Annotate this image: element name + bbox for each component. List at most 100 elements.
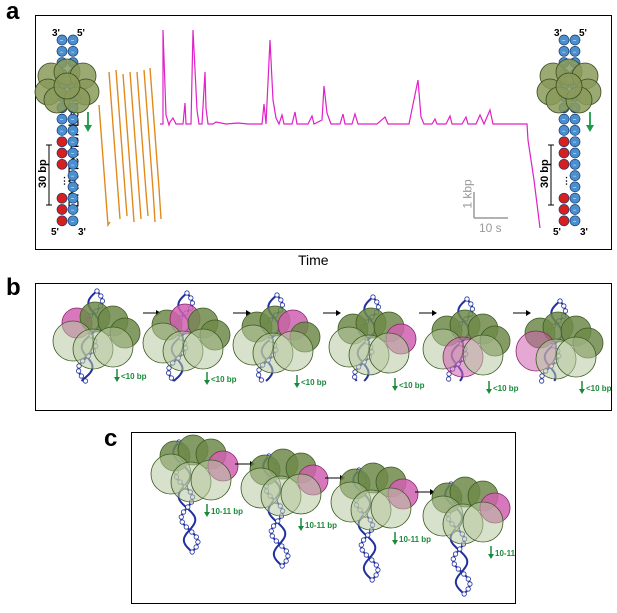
- red-base-bead: [56, 136, 68, 148]
- step-arrowhead: [432, 310, 437, 316]
- dna-base-bead: [375, 567, 381, 573]
- dna-base-bead: [539, 378, 545, 384]
- dna-base-bead: [184, 290, 190, 296]
- green-motor-subunit: [555, 336, 597, 378]
- dna-base-bead: [455, 566, 461, 572]
- orange-trace: [149, 67, 162, 220]
- bead-minus: −: [573, 208, 577, 214]
- step-size-label: 10-11 bp: [495, 549, 516, 558]
- blue-base-bead: [569, 170, 581, 181]
- bead-minus: −: [573, 152, 577, 158]
- strand-label-bottom-right: 3': [78, 227, 86, 238]
- dna-base-bead: [557, 298, 563, 304]
- step-down-arrowhead: [294, 383, 300, 388]
- blue-base-bead: [56, 45, 68, 57]
- blue-base-bead: [569, 113, 581, 125]
- panel-b-frame: [35, 283, 612, 411]
- orange-trace: [98, 104, 111, 228]
- bead-minus: −: [60, 129, 64, 135]
- dna-base-bead: [469, 306, 476, 312]
- dna-base-bead: [279, 543, 285, 549]
- left-dna-schematic: −−−−−−−−−⋮−−−−−−−−−−−−−−−−−3'5'5'3'30 bp: [34, 28, 100, 238]
- dna-base-bead: [365, 532, 371, 538]
- orange-trace: [143, 69, 156, 223]
- bead-minus: −: [573, 163, 577, 169]
- dna-base-bead: [461, 571, 467, 577]
- strand-label-top-right: 5': [579, 28, 587, 39]
- dna-base-bead: [360, 537, 367, 543]
- dna-base-bead: [76, 368, 82, 374]
- blue-base-bead: [569, 215, 581, 227]
- step-down-arrowhead: [486, 389, 492, 394]
- bead-minus: −: [71, 129, 75, 135]
- blue-base-bead: [558, 45, 570, 57]
- blue-base-bead: [67, 181, 79, 193]
- dna-base-bead: [359, 547, 365, 553]
- red-base-bead: [558, 136, 570, 148]
- step-size-label: <10 bp: [586, 384, 612, 393]
- green-motor-subunit: [462, 501, 504, 543]
- bead-minus: −: [71, 39, 75, 45]
- blue-base-bead: [56, 125, 68, 136]
- blue-base-bead: [569, 192, 581, 204]
- dna-base-bead: [279, 302, 286, 308]
- bp-length-label: 30 bp: [539, 159, 551, 188]
- panel-a-frame: DNA Tether Length: [35, 15, 612, 250]
- panel-c-frame: [131, 432, 516, 604]
- blue-base-bead: [558, 125, 570, 136]
- blue-base-bead: [569, 125, 581, 136]
- dna-base-bead: [451, 561, 457, 567]
- blue-base-bead: [67, 136, 79, 148]
- dna-base-bead: [457, 546, 463, 552]
- green-motor-subunit: [272, 330, 314, 372]
- dna-base-bead: [189, 549, 195, 555]
- dna-base-bead: [446, 376, 452, 382]
- blue-base-bead: [569, 181, 581, 193]
- blue-base-bead: [569, 204, 581, 215]
- bead-minus: −: [60, 50, 64, 56]
- orange-trace: [115, 69, 128, 217]
- step-down-arrowhead: [579, 389, 585, 394]
- bead-minus: −: [562, 129, 566, 135]
- dna-base-bead: [450, 556, 456, 562]
- blue-base-bead: [558, 113, 570, 125]
- dna-base-bead: [193, 544, 199, 550]
- dna-base-bead: [363, 552, 369, 558]
- step-size-label: <10 bp: [211, 375, 237, 384]
- blue-base-bead: [569, 45, 581, 57]
- dna-base-bead: [468, 301, 474, 307]
- bead-minus: −: [71, 219, 75, 225]
- panel-b-graphic: <10 bp <10 bp <10 bp <10 bp <10 bp <10 bp: [52, 288, 612, 394]
- green-motor-subunit: [190, 459, 232, 501]
- dna-base-bead: [278, 297, 284, 303]
- dna-base-bead: [562, 308, 569, 314]
- dna-base-bead: [269, 533, 275, 539]
- blue-base-bead: [569, 147, 581, 159]
- bead-minus: −: [71, 208, 75, 214]
- dna-base-bead: [465, 586, 471, 592]
- bead-minus: −: [71, 163, 75, 169]
- bead-minus: −: [573, 39, 577, 45]
- strand-label-bottom-left: 5': [553, 227, 561, 238]
- blue-base-bead: [67, 45, 79, 57]
- orange-traces: [98, 67, 162, 228]
- panel-a-graphic: −−−−−−−−−⋮−−−−−−−−−−−−−−−−−3'5'5'3'30 bp…: [34, 28, 602, 238]
- red-base-bead: [558, 215, 570, 227]
- blue-base-bead: [67, 34, 79, 46]
- dna-base-bead: [461, 591, 467, 597]
- step-arrowhead: [246, 310, 251, 316]
- dna-base-bead: [94, 288, 100, 294]
- step-down-arrowhead: [392, 540, 398, 545]
- dna-base-bead: [358, 542, 364, 548]
- dna-base-bead: [452, 551, 459, 557]
- step-size-label: 10-11 bp: [305, 521, 337, 530]
- dna-base-bead: [369, 557, 375, 563]
- dna-base-bead: [166, 370, 172, 376]
- red-base-bead: [558, 147, 570, 159]
- strand-label-bottom-right: 3': [580, 227, 588, 238]
- step-size-label: 10-11 bp: [211, 507, 243, 516]
- panel-c-graphic: 10-11 bp 10-11 bp 10-11 bp 10-11 bp: [150, 434, 516, 597]
- dna-base-bead: [270, 523, 277, 529]
- scale-label-kbp: 1 kbp: [460, 179, 475, 209]
- bead-minus: −: [573, 118, 577, 124]
